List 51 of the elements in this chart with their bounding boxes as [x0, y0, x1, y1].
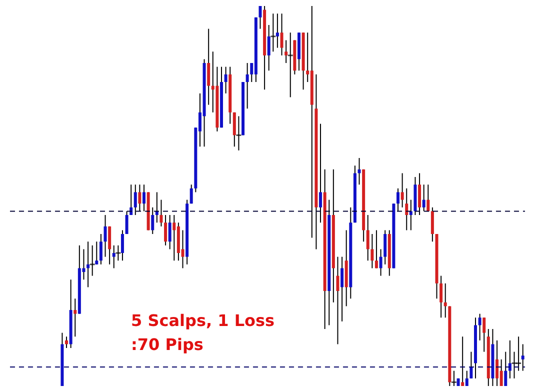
- candlestick: [319, 123, 322, 224]
- candlestick: [366, 214, 370, 262]
- annotation: :70 Pips: [131, 335, 204, 354]
- candlestick: [504, 351, 508, 386]
- candlestick: [164, 214, 168, 246]
- candlestick: [405, 188, 408, 231]
- candlestick: [461, 336, 464, 386]
- candlestick: [418, 172, 422, 216]
- candlestick: [370, 234, 374, 269]
- candlestick: [336, 256, 340, 345]
- candlestick: [125, 210, 128, 234]
- candlestick: [396, 188, 400, 212]
- candlestick: [374, 230, 378, 269]
- candlestick: [426, 184, 430, 212]
- candlestick: [358, 158, 361, 186]
- candlestick: [246, 62, 249, 110]
- candlestick: [440, 275, 443, 318]
- candlestick: [99, 234, 102, 265]
- candlestick: [160, 199, 163, 227]
- candlestick: [482, 317, 486, 352]
- candlestick: [172, 214, 176, 262]
- candlestick: [409, 199, 412, 231]
- candlestick: [444, 282, 447, 318]
- candlestick: [400, 172, 404, 208]
- candlestick: [465, 370, 468, 386]
- candlestick: [104, 214, 107, 258]
- candlestick: [108, 226, 112, 265]
- candlestick: [168, 214, 172, 250]
- candlestick: [181, 230, 184, 269]
- candlestick: [478, 313, 482, 341]
- candlestick: [207, 28, 210, 106]
- candlestick: [384, 230, 387, 265]
- candlestick: [496, 340, 499, 386]
- candlestick: [470, 351, 473, 379]
- annotation: 5 Scalps, 1 Loss: [131, 311, 275, 330]
- candlestick: [65, 336, 68, 348]
- candlestick: [258, 6, 262, 30]
- candlestick: [155, 192, 158, 224]
- candlestick: [74, 298, 77, 338]
- candlestick: [134, 184, 137, 216]
- candlestick: [224, 66, 228, 94]
- candlestick: [340, 256, 344, 322]
- candlestick: [190, 184, 193, 204]
- candlestick: [151, 206, 154, 234]
- candlestick: [430, 206, 434, 242]
- candlestick: [422, 184, 426, 212]
- candlestick: [280, 13, 284, 56]
- candlestick: [138, 184, 142, 212]
- candlestick: [379, 248, 382, 276]
- candlestick: [142, 184, 146, 212]
- candlestick: [500, 358, 503, 386]
